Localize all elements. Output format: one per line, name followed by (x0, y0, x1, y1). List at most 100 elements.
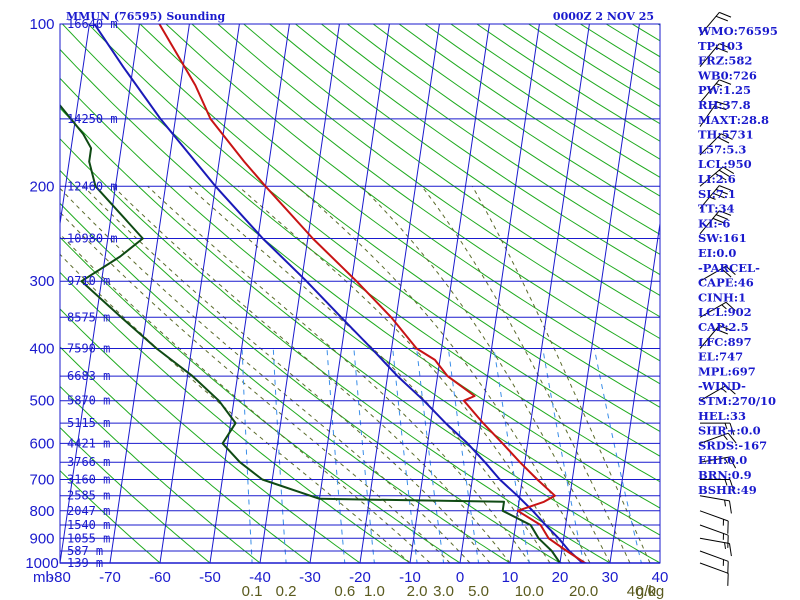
moist-adiabat (188, 185, 551, 563)
dry-adiabat (60, 107, 660, 563)
mixing-ratio-label: 5.0 (468, 583, 489, 600)
wind-barb (699, 325, 732, 349)
wind-barb-staff (699, 301, 727, 318)
height-label: 10980 m (67, 232, 118, 246)
wind-barb-flag (725, 301, 736, 311)
index-row: SW:161 (698, 231, 747, 245)
index-row: TH:5731 (698, 128, 754, 142)
wind-barb-flag (715, 15, 728, 22)
wind-barb-flag (712, 192, 725, 199)
height-label: 5115 m (67, 416, 110, 430)
wind-barb-flag (721, 268, 732, 278)
wind-barb-half-flag (724, 499, 726, 507)
mixing-ratio-line (326, 348, 346, 563)
mixing-ratio-label: 10.0 (515, 583, 544, 600)
index-row: L57:5.3 (698, 142, 746, 156)
wind-barb-staff (699, 79, 720, 104)
temperature-tick-label: 10 (502, 569, 519, 586)
wind-barb-half-flag (709, 196, 716, 200)
isotherm (309, 24, 390, 563)
index-row: EL:747 (698, 350, 743, 364)
wind-barb-half-flag (715, 83, 723, 87)
wind-barb (699, 550, 729, 574)
wind-barb-half-flag (721, 387, 727, 393)
index-row: FRZ:582 (698, 54, 752, 68)
wind-barb-half-flag (724, 479, 728, 486)
index-row: TT:34 (698, 202, 735, 216)
moist-adiabat (421, 185, 631, 563)
index-row: TP:103 (698, 39, 743, 53)
wind-barb-flag (719, 325, 732, 331)
pressure-label: 700 (29, 472, 54, 489)
dry-adiabat (60, 469, 161, 563)
index-row: EI:0.0 (698, 246, 736, 260)
height-label: 5870 m (67, 394, 110, 408)
isotherm (60, 24, 90, 228)
wind-barb-staff (699, 133, 722, 156)
wind-barb-flag (715, 214, 728, 220)
wind-barb (699, 210, 732, 235)
mixing-ratio-label: 1.0 (364, 583, 385, 600)
height-label: 16640 m (67, 17, 118, 31)
wind-barb (699, 432, 737, 444)
wind-barb-half-flag (721, 304, 727, 310)
pressure-label: 100 (29, 16, 54, 33)
wind-barb-flag (729, 500, 732, 514)
indices-panel: WMO:76595TP:103FRZ:582WB0:726PW:1.25RH:3… (697, 24, 778, 497)
index-row: RH:37.8 (698, 98, 751, 112)
dry-adiabat (269, 24, 660, 297)
dry-adiabat (60, 426, 211, 563)
mixing-ratio-line (241, 348, 253, 563)
index-row: CINH:1 (698, 290, 746, 304)
mixing-ratio-line (542, 348, 585, 563)
height-label: 12460 m (67, 179, 118, 193)
pressure-label: 400 (29, 341, 54, 358)
mixing-ratio-label: 20.0 (569, 583, 598, 600)
wind-barb-flag (715, 188, 728, 195)
wind-barb-flag (715, 172, 727, 181)
mixing-ratio-unit: g/kg (636, 583, 664, 600)
wind-barb-flag (712, 217, 725, 224)
index-row: SHR+:0.0 (698, 424, 761, 438)
wind-barb (699, 562, 729, 586)
wind-barb-flag (727, 432, 737, 444)
height-label: 9710 m (67, 274, 110, 288)
dry-adiabat (113, 24, 660, 432)
wind-barb-staff (699, 562, 729, 574)
wind-barb (699, 537, 732, 557)
mixing-ratio-label: 40.0 (627, 583, 656, 600)
dry-adiabat (60, 346, 311, 563)
wind-barb-flag (729, 479, 735, 492)
wind-barb-flag (725, 265, 736, 275)
dry-adiabat (60, 48, 660, 509)
wind-barb (700, 422, 735, 436)
temperature-tick-label: 0 (456, 569, 464, 586)
index-row: LFC:897 (698, 335, 752, 349)
wind-barb-staff (699, 385, 727, 402)
wind-barb-half-flag (724, 542, 726, 549)
index-row: BRN:0.9 (698, 468, 752, 482)
wind-barb (699, 101, 730, 127)
moist-adiabat (360, 185, 611, 563)
temperature-tick-label: -30 (299, 569, 321, 586)
dry-adiabat (217, 24, 660, 340)
wind-barb-flag (722, 166, 735, 175)
wind-barb (699, 510, 729, 534)
mixing-ratio-label: 3.0 (433, 583, 454, 600)
wind-barb-staff (699, 325, 720, 349)
mixing-ratio-line (493, 348, 530, 563)
mixing-ratio-line (593, 348, 642, 563)
dry-adiabat (60, 138, 612, 563)
wind-barbs (699, 11, 737, 586)
isotherm (509, 24, 590, 563)
wind-barb-staff (699, 537, 730, 544)
isotherm (109, 24, 190, 563)
sounding-time: 0000Z 2 NOV 25 (553, 10, 654, 23)
temperature-tick-label: -50 (199, 569, 221, 586)
wind-barb (699, 385, 736, 402)
index-row: STM:270/10 (698, 394, 776, 408)
wind-barb (699, 495, 732, 514)
temperature-tick-label: -60 (149, 569, 171, 586)
station-title: MMUN (76595) Sounding (66, 10, 225, 23)
